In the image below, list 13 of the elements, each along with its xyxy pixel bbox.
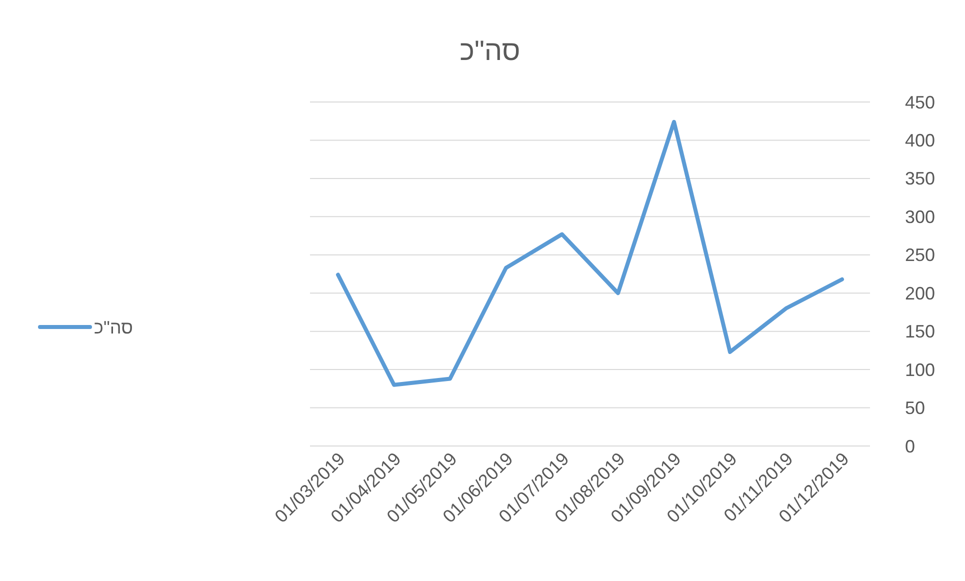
y-tick-label: 250 [905,245,936,266]
y-tick-label: 150 [905,322,936,342]
legend-label: סה"כ [94,317,133,338]
y-tick-label: 400 [905,130,936,151]
y-tick-label: 0 [905,436,916,456]
chart-title: סה"כ [460,35,520,66]
y-tick-label: 200 [905,283,936,304]
y-tick-label: 350 [905,168,936,189]
y-tick-label: 50 [905,398,926,418]
y-tick-label: 450 [905,92,936,112]
line-series [336,120,844,387]
y-tick-label: 300 [905,206,936,227]
y-tick-label: 100 [905,360,936,380]
